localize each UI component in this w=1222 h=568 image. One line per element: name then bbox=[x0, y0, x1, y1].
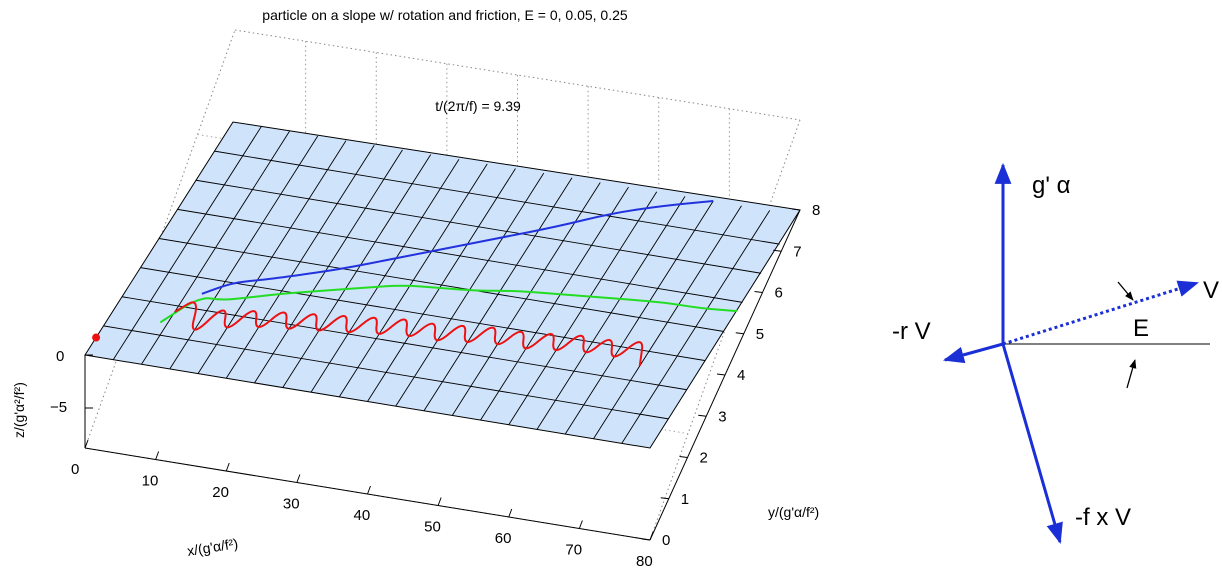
chart-title: particle on a slope w/ rotation and fric… bbox=[262, 7, 628, 23]
surface-grid bbox=[103, 126, 780, 444]
friction-label: -r V bbox=[892, 318, 931, 345]
x-tick-mark bbox=[508, 508, 513, 518]
y-tick-label: 2 bbox=[700, 450, 708, 467]
x-tick-mark bbox=[296, 474, 301, 483]
surface-gridline bbox=[103, 325, 669, 420]
y-tick-label: 1 bbox=[681, 491, 689, 508]
y-tick-mark bbox=[773, 249, 782, 252]
coriolis-label: -f x V bbox=[1075, 504, 1131, 531]
gravity-label: g' α bbox=[1032, 172, 1071, 199]
y-tick-label: 6 bbox=[775, 285, 783, 302]
x-tick-mark bbox=[437, 497, 442, 506]
x-tick-mark bbox=[367, 485, 371, 495]
y-axis-line bbox=[649, 209, 801, 541]
surface-gridline bbox=[195, 179, 762, 274]
surface-gridline bbox=[177, 208, 743, 303]
surface-gridline bbox=[121, 296, 688, 391]
surface-gridline bbox=[158, 238, 725, 332]
velocity-label: V bbox=[1203, 277, 1219, 304]
y-tick-label: 0 bbox=[662, 532, 670, 549]
x-tick-mark bbox=[225, 462, 230, 472]
x-tick-label: 0 bbox=[71, 461, 79, 478]
z-tick-neg5: −5 bbox=[50, 399, 67, 416]
x-tick-mark bbox=[155, 451, 160, 460]
trajectory-series-2 bbox=[159, 284, 738, 324]
y-tick-mark bbox=[735, 332, 744, 335]
angle-pointer-upper bbox=[1117, 281, 1134, 301]
y-tick-mark bbox=[754, 291, 763, 293]
x-tick-label: 40 bbox=[354, 507, 371, 524]
x-tick-label: 20 bbox=[212, 484, 229, 501]
x-axis-label: x/(g'α/f²) bbox=[186, 535, 239, 559]
velocity-arrow bbox=[1002, 280, 1200, 346]
time-annotation: t/(2π/f) = 9.39 bbox=[435, 98, 521, 114]
y-axis-label: y/(g'α/f²) bbox=[768, 504, 819, 520]
box-edge-left-back bbox=[84, 29, 236, 449]
y-tick-mark bbox=[660, 497, 669, 500]
friction-arrow bbox=[942, 342, 1004, 364]
y-tick-mark bbox=[791, 208, 801, 211]
y-tick-mark bbox=[698, 414, 707, 417]
y-tick-mark bbox=[679, 456, 688, 458]
y-tick-label: 5 bbox=[756, 326, 764, 343]
start-point-marker bbox=[92, 333, 101, 342]
surface-gridline bbox=[214, 150, 780, 245]
plot-area: 0 10 20 30 40 50 60 70 80 0 1 2 3 4 5 6 7 8 0 −5 particle… bbox=[11, 7, 820, 568]
trajectory-series-1 bbox=[201, 200, 714, 295]
angle-pointer-lower bbox=[1126, 359, 1137, 389]
box-edge-top-back bbox=[234, 29, 801, 121]
x-tick-label: 80 bbox=[636, 553, 653, 568]
trajectories bbox=[159, 200, 738, 367]
x-tick-label: 30 bbox=[283, 496, 300, 513]
x-tick-mark bbox=[578, 520, 583, 529]
vector-diagram: g' α -r V -f x V V E bbox=[892, 162, 1219, 545]
z-axis-label: z/(g'α²/f²) bbox=[11, 382, 27, 438]
y-tick-label: 7 bbox=[793, 243, 801, 260]
y-tick-mark bbox=[716, 373, 726, 376]
x-tick-label: 70 bbox=[565, 542, 582, 559]
trajectory-series-3 bbox=[174, 301, 644, 367]
x-tick-label: 60 bbox=[495, 530, 512, 547]
z-tick-0: 0 bbox=[56, 348, 64, 365]
tick-labels: 0 10 20 30 40 50 60 70 80 0 1 2 3 4 5 6 7 8 bbox=[71, 202, 820, 568]
coriolis-arrow bbox=[1001, 343, 1063, 545]
x-tick-label: 10 bbox=[142, 473, 159, 490]
y-tick-label: 3 bbox=[718, 408, 726, 425]
angle-label: E bbox=[1133, 315, 1149, 342]
x-axis-line bbox=[84, 447, 651, 541]
y-tick-label: 4 bbox=[737, 367, 745, 384]
y-tick-label: 8 bbox=[812, 202, 820, 219]
x-tick-label: 50 bbox=[424, 519, 441, 536]
